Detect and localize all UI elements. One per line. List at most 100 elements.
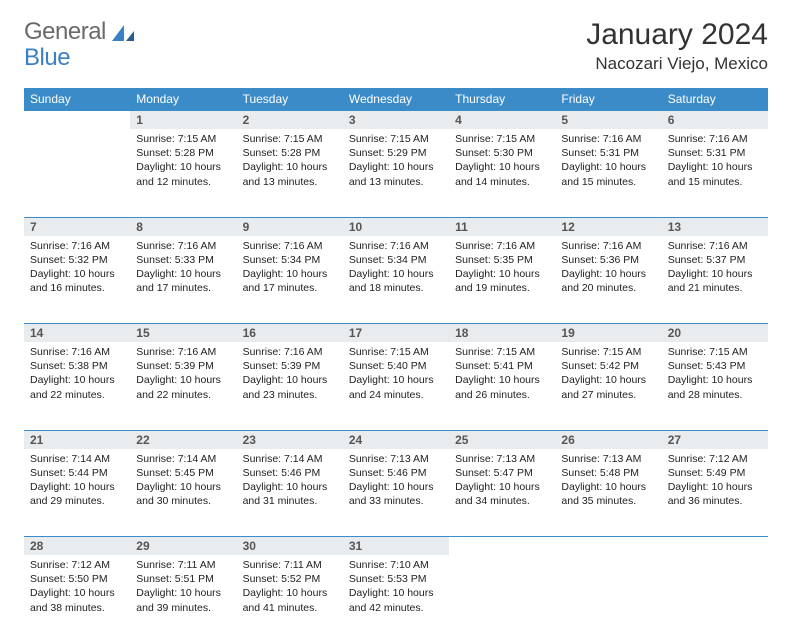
day-number-cell: 12: [555, 217, 661, 236]
sunrise-text: Sunrise: 7:15 AM: [455, 345, 549, 359]
sunset-text: Sunset: 5:47 PM: [455, 466, 549, 480]
sunrise-text: Sunrise: 7:16 AM: [136, 345, 230, 359]
day-number: [449, 537, 555, 541]
day-details: Sunrise: 7:14 AMSunset: 5:44 PMDaylight:…: [24, 449, 130, 515]
day-number-cell: 23: [237, 430, 343, 449]
day-number-cell: 8: [130, 217, 236, 236]
day-cell: [24, 129, 130, 217]
sunrise-text: Sunrise: 7:11 AM: [136, 558, 230, 572]
day-number: 30: [237, 537, 343, 555]
day-cell: Sunrise: 7:13 AMSunset: 5:46 PMDaylight:…: [343, 449, 449, 537]
daylight-text: Daylight: 10 hours and 29 minutes.: [30, 480, 124, 508]
day-number-cell: 6: [662, 111, 768, 130]
day-cell: Sunrise: 7:14 AMSunset: 5:44 PMDaylight:…: [24, 449, 130, 537]
sunset-text: Sunset: 5:31 PM: [561, 146, 655, 160]
sunrise-text: Sunrise: 7:13 AM: [349, 452, 443, 466]
sunrise-text: Sunrise: 7:12 AM: [668, 452, 762, 466]
day-number-cell: 14: [24, 324, 130, 343]
day-details: Sunrise: 7:11 AMSunset: 5:52 PMDaylight:…: [237, 555, 343, 621]
day-number: 31: [343, 537, 449, 555]
day-cell: Sunrise: 7:14 AMSunset: 5:46 PMDaylight:…: [237, 449, 343, 537]
sunset-text: Sunset: 5:34 PM: [349, 253, 443, 267]
sunrise-text: Sunrise: 7:14 AM: [243, 452, 337, 466]
day-cell: Sunrise: 7:15 AMSunset: 5:42 PMDaylight:…: [555, 342, 661, 430]
day-details: Sunrise: 7:13 AMSunset: 5:47 PMDaylight:…: [449, 449, 555, 515]
week-number-row: 78910111213: [24, 217, 768, 236]
day-cell: Sunrise: 7:16 AMSunset: 5:32 PMDaylight:…: [24, 236, 130, 324]
daylight-text: Daylight: 10 hours and 24 minutes.: [349, 373, 443, 401]
sunset-text: Sunset: 5:33 PM: [136, 253, 230, 267]
sunset-text: Sunset: 5:52 PM: [243, 572, 337, 586]
day-details: [24, 129, 130, 138]
day-details: Sunrise: 7:15 AMSunset: 5:28 PMDaylight:…: [237, 129, 343, 195]
day-details: Sunrise: 7:16 AMSunset: 5:37 PMDaylight:…: [662, 236, 768, 302]
page-header: General January 2024 Nacozari Viejo, Mex…: [24, 18, 768, 74]
day-number: 19: [555, 324, 661, 342]
day-cell: Sunrise: 7:16 AMSunset: 5:35 PMDaylight:…: [449, 236, 555, 324]
day-number-cell: [449, 537, 555, 556]
day-cell: Sunrise: 7:16 AMSunset: 5:36 PMDaylight:…: [555, 236, 661, 324]
daylight-text: Daylight: 10 hours and 20 minutes.: [561, 267, 655, 295]
day-number: 14: [24, 324, 130, 342]
day-cell: Sunrise: 7:15 AMSunset: 5:28 PMDaylight:…: [237, 129, 343, 217]
sunrise-text: Sunrise: 7:16 AM: [668, 239, 762, 253]
day-details: Sunrise: 7:12 AMSunset: 5:50 PMDaylight:…: [24, 555, 130, 621]
day-number: 7: [24, 218, 130, 236]
day-cell: [555, 555, 661, 643]
daylight-text: Daylight: 10 hours and 41 minutes.: [243, 586, 337, 614]
day-details: Sunrise: 7:16 AMSunset: 5:39 PMDaylight:…: [237, 342, 343, 408]
day-number: 27: [662, 431, 768, 449]
daylight-text: Daylight: 10 hours and 30 minutes.: [136, 480, 230, 508]
day-cell: Sunrise: 7:12 AMSunset: 5:50 PMDaylight:…: [24, 555, 130, 643]
day-number: [662, 537, 768, 541]
sunrise-text: Sunrise: 7:16 AM: [243, 345, 337, 359]
day-cell: Sunrise: 7:16 AMSunset: 5:37 PMDaylight:…: [662, 236, 768, 324]
daylight-text: Daylight: 10 hours and 38 minutes.: [30, 586, 124, 614]
day-header: Friday: [555, 88, 661, 111]
daylight-text: Daylight: 10 hours and 34 minutes.: [455, 480, 549, 508]
daylight-text: Daylight: 10 hours and 39 minutes.: [136, 586, 230, 614]
daylight-text: Daylight: 10 hours and 22 minutes.: [30, 373, 124, 401]
day-details: Sunrise: 7:13 AMSunset: 5:46 PMDaylight:…: [343, 449, 449, 515]
sunset-text: Sunset: 5:40 PM: [349, 359, 443, 373]
sunrise-text: Sunrise: 7:12 AM: [30, 558, 124, 572]
day-number-cell: 5: [555, 111, 661, 130]
day-number-cell: [555, 537, 661, 556]
day-number-cell: 27: [662, 430, 768, 449]
day-number-cell: 9: [237, 217, 343, 236]
day-details: Sunrise: 7:16 AMSunset: 5:34 PMDaylight:…: [343, 236, 449, 302]
sunset-text: Sunset: 5:35 PM: [455, 253, 549, 267]
sunset-text: Sunset: 5:42 PM: [561, 359, 655, 373]
day-details: [662, 555, 768, 564]
week-body-row: Sunrise: 7:15 AMSunset: 5:28 PMDaylight:…: [24, 129, 768, 217]
day-number: 3: [343, 111, 449, 129]
day-number: [555, 537, 661, 541]
day-cell: Sunrise: 7:16 AMSunset: 5:39 PMDaylight:…: [130, 342, 236, 430]
sunset-text: Sunset: 5:37 PM: [668, 253, 762, 267]
day-number-cell: 2: [237, 111, 343, 130]
daylight-text: Daylight: 10 hours and 19 minutes.: [455, 267, 549, 295]
day-details: Sunrise: 7:11 AMSunset: 5:51 PMDaylight:…: [130, 555, 236, 621]
day-header: Saturday: [662, 88, 768, 111]
day-cell: Sunrise: 7:15 AMSunset: 5:28 PMDaylight:…: [130, 129, 236, 217]
day-number-cell: 17: [343, 324, 449, 343]
day-details: [449, 555, 555, 564]
day-number-cell: 13: [662, 217, 768, 236]
day-details: Sunrise: 7:16 AMSunset: 5:34 PMDaylight:…: [237, 236, 343, 302]
day-cell: Sunrise: 7:16 AMSunset: 5:31 PMDaylight:…: [555, 129, 661, 217]
daylight-text: Daylight: 10 hours and 17 minutes.: [243, 267, 337, 295]
sunset-text: Sunset: 5:32 PM: [30, 253, 124, 267]
daylight-text: Daylight: 10 hours and 23 minutes.: [243, 373, 337, 401]
day-details: Sunrise: 7:14 AMSunset: 5:45 PMDaylight:…: [130, 449, 236, 515]
day-details: Sunrise: 7:15 AMSunset: 5:40 PMDaylight:…: [343, 342, 449, 408]
sunrise-text: Sunrise: 7:10 AM: [349, 558, 443, 572]
day-cell: Sunrise: 7:10 AMSunset: 5:53 PMDaylight:…: [343, 555, 449, 643]
sunrise-text: Sunrise: 7:15 AM: [455, 132, 549, 146]
location: Nacozari Viejo, Mexico: [586, 54, 768, 74]
day-number: 22: [130, 431, 236, 449]
daylight-text: Daylight: 10 hours and 17 minutes.: [136, 267, 230, 295]
week-body-row: Sunrise: 7:16 AMSunset: 5:38 PMDaylight:…: [24, 342, 768, 430]
day-number: 6: [662, 111, 768, 129]
day-number-cell: 24: [343, 430, 449, 449]
logo-text-general: General: [24, 18, 106, 46]
